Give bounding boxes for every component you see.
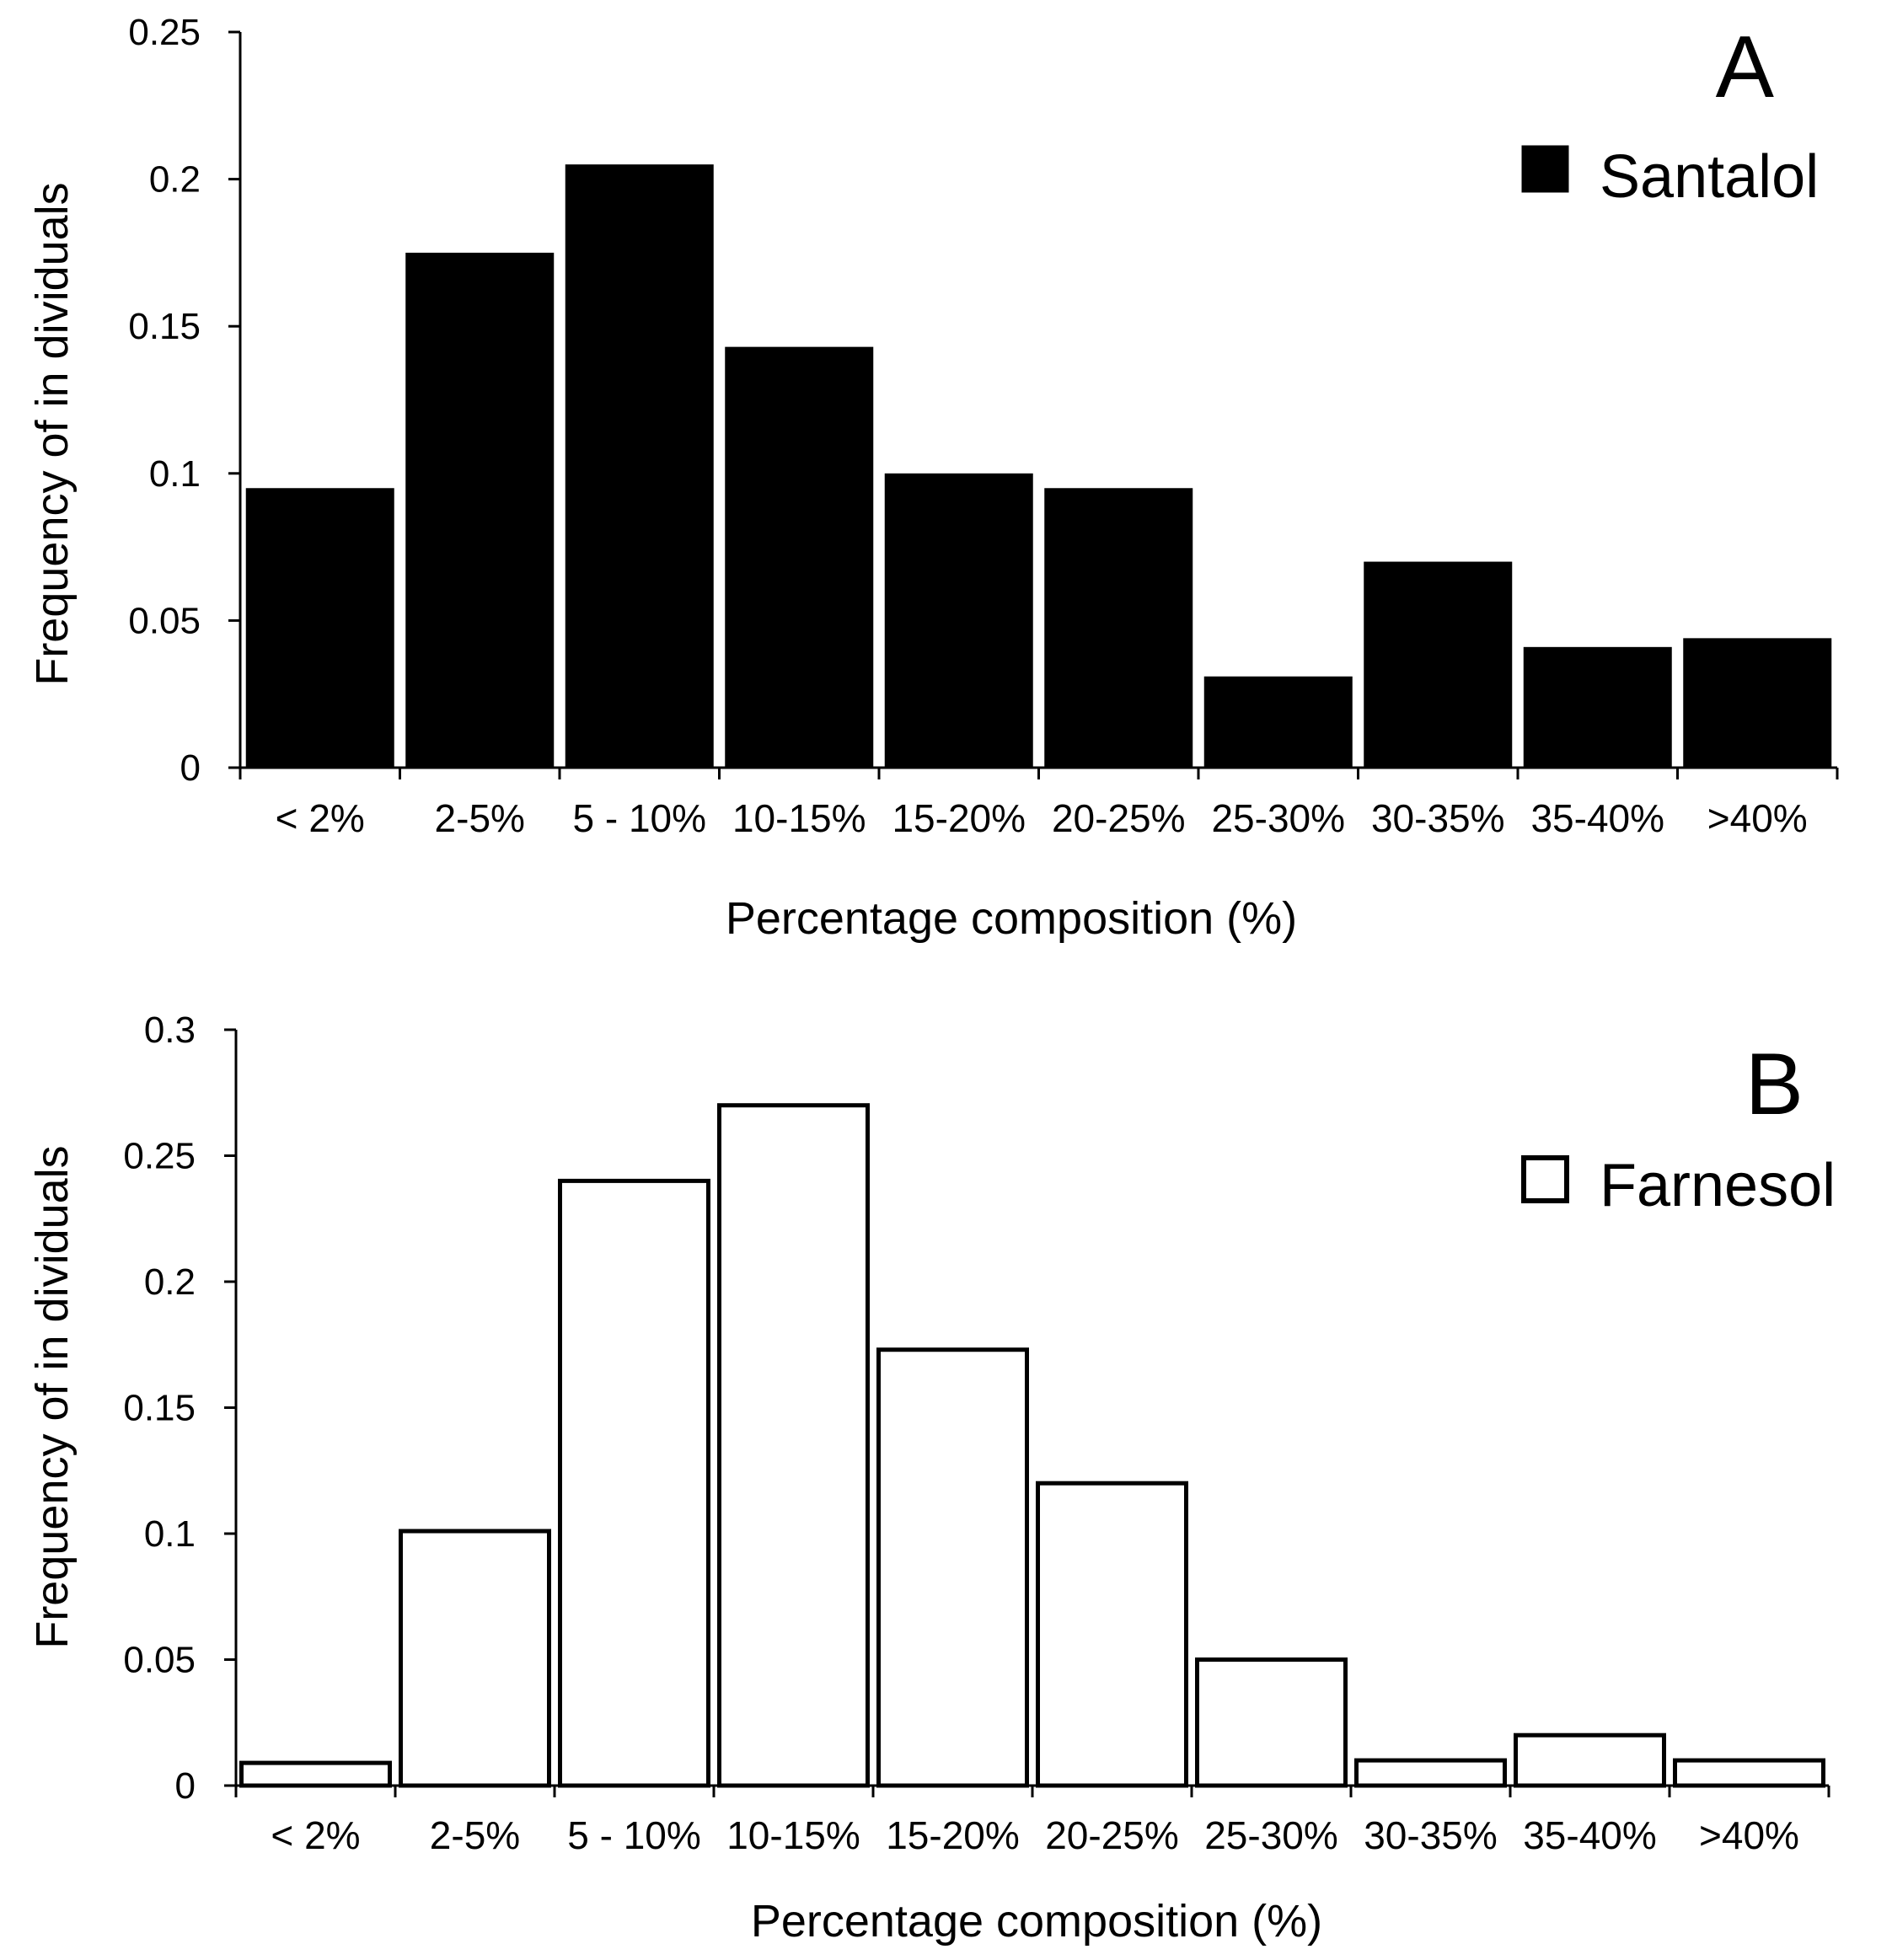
panel-b-bar bbox=[717, 1103, 870, 1788]
panel-b-category-label: 10-15% bbox=[726, 1813, 860, 1857]
panel-b-y-tick-label: 0.3 bbox=[144, 1009, 196, 1051]
panel-a-category-label: 15-20% bbox=[892, 796, 1026, 840]
panel-b-bar bbox=[1354, 1758, 1507, 1788]
panel-b-y-tick-label: 0.1 bbox=[144, 1513, 196, 1555]
panel-b-y-tick-label: 0.2 bbox=[144, 1261, 196, 1303]
panel-b-category-label: < 2% bbox=[271, 1813, 360, 1857]
panel-a-bar bbox=[1523, 646, 1672, 768]
panel-b-category-label: 35-40% bbox=[1523, 1813, 1657, 1857]
panel-a-y-tick-label: 0.25 bbox=[128, 12, 201, 53]
panel-b-y-tick-label: 0.15 bbox=[123, 1388, 196, 1429]
panel-a-bar bbox=[565, 164, 714, 768]
panel-a-category-label: 2-5% bbox=[435, 796, 525, 840]
panel-a-y-tick-label: 0.2 bbox=[149, 159, 201, 201]
panel-b-category-label: 30-35% bbox=[1364, 1813, 1498, 1857]
panel-a-bar bbox=[405, 252, 555, 768]
panel-a-y-axis-title: Frequency of in dividuals bbox=[27, 182, 78, 685]
panel-a: A Santalol Frequency of in dividuals Per… bbox=[27, 12, 1839, 944]
panel-b-category-label: 5 - 10% bbox=[567, 1813, 701, 1857]
panel-a-letter: A bbox=[1716, 19, 1775, 116]
panel-b-bar bbox=[1036, 1481, 1188, 1788]
panel-a-bar bbox=[1203, 676, 1353, 768]
panel-b-bar bbox=[876, 1347, 1029, 1788]
panel-b-bar bbox=[1514, 1732, 1666, 1788]
panel-b-y-tick-label: 0.25 bbox=[123, 1136, 196, 1177]
panel-a-bar bbox=[1044, 488, 1193, 768]
panel-b-category-label: 20-25% bbox=[1045, 1813, 1179, 1857]
panel-a-bar bbox=[884, 473, 1033, 768]
panel-a-category-label: >40% bbox=[1707, 796, 1808, 840]
panel-b-y-tick-label: 0 bbox=[175, 1765, 196, 1807]
panel-a-bar bbox=[245, 488, 394, 768]
santalol-legend-swatch bbox=[1521, 145, 1569, 193]
panel-b-category-label: 2-5% bbox=[430, 1813, 520, 1857]
panel-b-bar bbox=[399, 1529, 551, 1788]
panel-a-category-label: < 2% bbox=[276, 796, 365, 840]
panel-b-bar bbox=[1673, 1758, 1825, 1788]
panel-b-bar bbox=[239, 1760, 392, 1788]
panel-a-bar bbox=[725, 346, 874, 768]
panel-b-category-label: 25-30% bbox=[1204, 1813, 1338, 1857]
panel-b-x-axis-title: Percentage composition (%) bbox=[751, 1896, 1322, 1947]
panel-a-category-label: 25-30% bbox=[1211, 796, 1345, 840]
panel-b: B Farnesol Frequency of in dividuals Per… bbox=[27, 1009, 1836, 1947]
panel-b-letter: B bbox=[1745, 1036, 1804, 1133]
panel-a-y-tick-label: 0 bbox=[180, 747, 201, 789]
panel-b-category-label: 15-20% bbox=[886, 1813, 1020, 1857]
panel-a-bar bbox=[1364, 561, 1513, 768]
santalol-legend-label: Santalol bbox=[1600, 143, 1819, 211]
panel-a-x-axis-title: Percentage composition (%) bbox=[726, 893, 1297, 944]
panel-b-y-tick-label: 0.05 bbox=[123, 1640, 196, 1681]
panel-b-category-label: >40% bbox=[1699, 1813, 1799, 1857]
panel-b-bar bbox=[558, 1178, 710, 1788]
panel-a-category-label: 35-40% bbox=[1530, 796, 1664, 840]
panel-a-category-label: 20-25% bbox=[1052, 796, 1186, 840]
farnesol-legend-swatch bbox=[1521, 1155, 1569, 1203]
panel-b-bar bbox=[1195, 1657, 1348, 1788]
panel-a-category-label: 10-15% bbox=[732, 796, 866, 840]
panel-a-category-label: 30-35% bbox=[1371, 796, 1505, 840]
farnesol-legend-label: Farnesol bbox=[1600, 1152, 1836, 1219]
panel-a-y-tick-label: 0.15 bbox=[128, 306, 201, 347]
panel-a-y-tick-label: 0.05 bbox=[128, 600, 201, 641]
panel-a-y-tick-label: 0.1 bbox=[149, 453, 201, 495]
panel-a-category-label: 5 - 10% bbox=[572, 796, 706, 840]
panel-b-y-axis-title: Frequency of in dividuals bbox=[27, 1145, 78, 1648]
panel-a-bar bbox=[1683, 638, 1832, 768]
